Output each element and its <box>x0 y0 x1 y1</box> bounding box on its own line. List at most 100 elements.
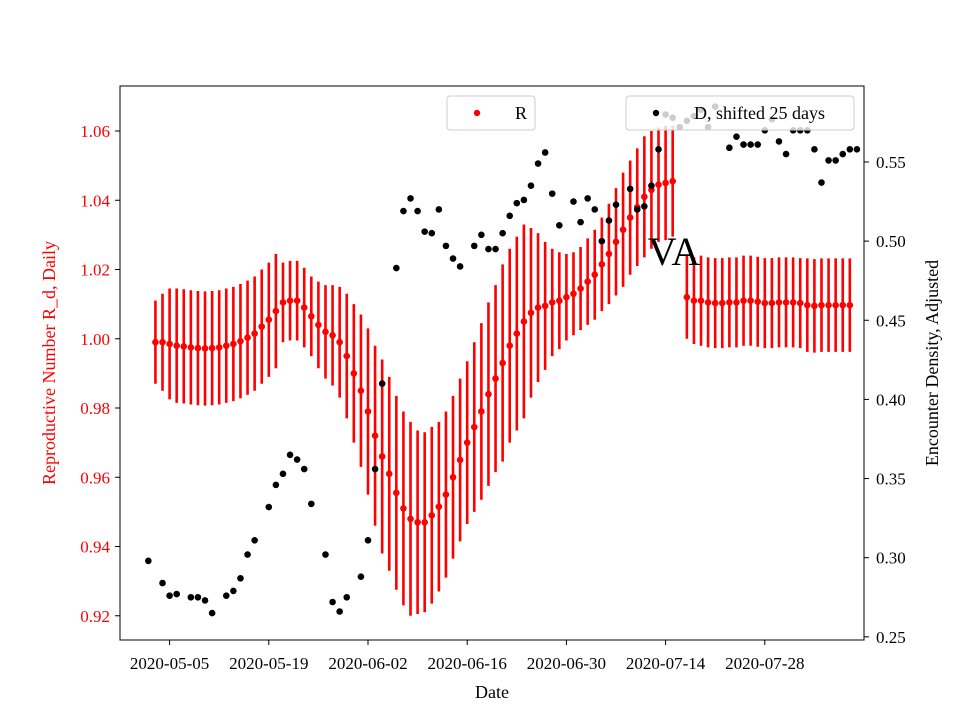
d-point <box>534 160 542 167</box>
x-tick-label: 2020-05-19 <box>229 654 308 673</box>
r-point <box>194 344 202 352</box>
x-tick-label: 2020-06-02 <box>328 654 407 673</box>
d-point <box>407 195 414 202</box>
r-point <box>520 318 528 325</box>
d-point <box>853 146 861 153</box>
d-point <box>194 593 202 601</box>
d-point <box>846 146 854 153</box>
y-left-tick-label: 0.92 <box>80 607 110 626</box>
d-point <box>556 221 563 229</box>
r-point <box>577 285 584 292</box>
y-left-axis-label: Reproductive Number R_d, Daily <box>39 241 59 485</box>
r-point <box>704 299 712 306</box>
legend-r-label: R <box>515 103 527 123</box>
r-point <box>492 375 499 382</box>
y-left-tick-label: 1.02 <box>80 261 110 280</box>
y-right-axis: 0.25 0.30 0.35 0.40 0.45 0.50 0.55 <box>864 153 906 647</box>
d-point <box>435 206 443 213</box>
d-point <box>393 264 400 272</box>
r-point <box>215 344 223 351</box>
r-point <box>782 299 790 306</box>
d-point <box>421 228 428 235</box>
d-point <box>286 451 294 459</box>
r-point <box>364 408 372 415</box>
r-point <box>563 293 570 301</box>
x-axis-label: Date <box>475 682 509 702</box>
d-point <box>570 198 577 205</box>
d-point <box>442 242 450 250</box>
r-point <box>343 352 351 360</box>
d-point <box>414 207 421 215</box>
r-point <box>208 344 216 352</box>
r-point <box>286 297 294 304</box>
r-point <box>265 316 273 324</box>
d-point <box>166 592 173 599</box>
y-right-tick-label: 0.30 <box>876 549 906 568</box>
r-point <box>421 518 428 526</box>
d-point <box>832 157 839 164</box>
plot-area <box>145 103 861 617</box>
d-point <box>322 551 329 558</box>
r-point <box>768 299 776 307</box>
d-point <box>470 242 478 250</box>
d-point <box>733 133 740 140</box>
r-point <box>598 261 606 268</box>
r-point <box>662 179 669 187</box>
d-point <box>343 593 351 601</box>
r-point <box>548 299 556 306</box>
r-point <box>329 332 336 339</box>
r-point <box>357 387 365 395</box>
y-right-tick-label: 0.25 <box>876 628 906 647</box>
x-tick-label: 2020-07-14 <box>626 654 706 673</box>
d-point <box>485 245 492 253</box>
d-point <box>428 229 436 237</box>
r-point <box>506 342 514 349</box>
x-tick-label: 2020-06-16 <box>428 654 507 673</box>
x-tick-label: 2020-05-05 <box>130 654 209 673</box>
r-point <box>789 299 797 306</box>
d-point <box>159 579 166 587</box>
y-right-tick-label: 0.55 <box>876 153 906 172</box>
x-axis: 2020-05-05 2020-05-19 2020-06-02 2020-06-16… <box>130 640 804 673</box>
d-point <box>747 141 754 148</box>
y-left-tick-label: 0.98 <box>80 399 110 418</box>
r-point <box>371 432 379 440</box>
r-point <box>385 470 393 478</box>
d-point <box>364 536 372 544</box>
d-point <box>527 182 535 190</box>
r-point <box>187 344 195 351</box>
d-point <box>584 195 591 202</box>
x-tick-label: 2020-06-30 <box>527 654 606 673</box>
legend-r-box <box>446 95 536 131</box>
d-point <box>308 500 315 508</box>
r-point <box>605 250 613 258</box>
r-point <box>846 301 854 309</box>
d-point <box>577 218 584 226</box>
d-point <box>371 465 379 473</box>
r-point <box>435 503 443 510</box>
r-point <box>180 343 188 350</box>
r-point <box>152 338 159 346</box>
d-point <box>272 481 280 489</box>
y-left-tick-label: 1.00 <box>80 330 110 349</box>
y-right-tick-label: 0.35 <box>876 470 906 489</box>
r-point <box>733 299 740 306</box>
d-point <box>825 157 832 164</box>
r-point <box>513 330 521 337</box>
d-point <box>222 592 230 599</box>
r-point <box>159 338 166 346</box>
d-point <box>237 574 244 582</box>
d-point <box>173 590 180 598</box>
r-point <box>414 518 421 526</box>
y-left-axis: 0.92 0.94 0.96 0.98 1.00 1.02 1.04 1.06 <box>80 122 120 626</box>
y-left-tick-label: 0.94 <box>80 538 110 557</box>
r-point <box>470 423 478 431</box>
d-point <box>513 199 521 207</box>
d-point <box>775 138 783 145</box>
r-point <box>258 323 266 330</box>
r-point <box>350 370 358 377</box>
r-point <box>811 302 818 310</box>
r-point <box>393 489 400 497</box>
r-point <box>570 290 577 298</box>
